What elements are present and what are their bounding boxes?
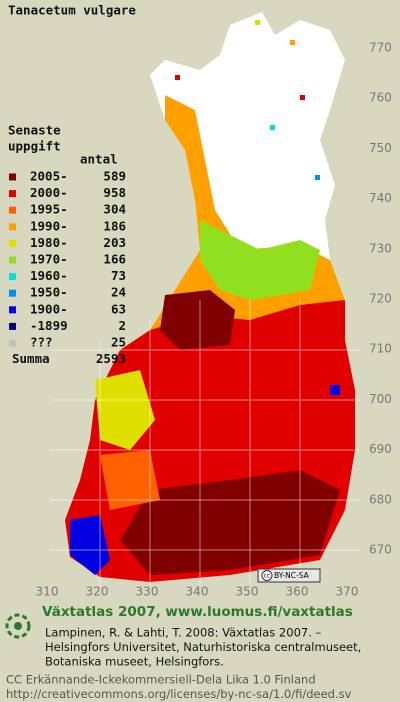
legend-label: 2000- [30, 185, 68, 200]
map-grid [50, 300, 360, 585]
legend-count: 203 [103, 235, 126, 250]
footer-citation: Lampinen, R. & Lahti, T. 2008: Växtatlas… [45, 626, 322, 640]
x-axis-label: 360 [286, 585, 309, 599]
x-axis-label: 370 [336, 585, 359, 599]
map-cell [270, 125, 275, 130]
legend-swatch [9, 273, 16, 281]
map-cell [300, 95, 305, 100]
legend-swatch [9, 256, 16, 264]
y-axis-label: 760 [369, 91, 392, 105]
footer-license: http://creativecommons.org/licenses/by-n… [6, 687, 352, 701]
legend-heading: uppgift [8, 139, 61, 154]
map-cell [255, 20, 260, 25]
legend-count: 73 [111, 268, 126, 283]
legend-swatch [9, 206, 16, 214]
legend-label: 1960- [30, 268, 68, 283]
legend-count: 589 [103, 169, 126, 184]
map-region-yellow [95, 370, 155, 450]
footer-logo [5, 613, 31, 639]
y-axis-label: 720 [369, 292, 392, 306]
map-region-orange [100, 450, 160, 510]
y-axis-label: 750 [369, 141, 392, 155]
legend-label: -1899 [30, 318, 68, 333]
legend-swatch [9, 339, 16, 347]
legend-count: 958 [103, 185, 126, 200]
badge-cc: cc [264, 573, 271, 580]
badge-box [257, 568, 321, 583]
footer-heading: Växtatlas 2007, www.luomus.fi/vaxtatlas [42, 604, 353, 620]
badge-circle [261, 570, 273, 581]
y-axis-label: 710 [369, 342, 392, 356]
map-region-darkred [160, 290, 235, 350]
map-cell [175, 75, 180, 80]
x-axis-label: 320 [86, 585, 109, 599]
x-axis-label: 350 [236, 585, 259, 599]
map-cell [330, 385, 340, 395]
y-axis-label: 670 [369, 543, 392, 557]
legend-label: 1990- [30, 218, 68, 233]
footer-citation: Botaniska museet, Helsingfors. [45, 655, 224, 669]
legend-label: 1950- [30, 285, 68, 300]
legend-count: 186 [103, 218, 126, 233]
legend-swatch [9, 322, 16, 330]
map-cell [290, 40, 295, 45]
legend-count-header: antal [80, 152, 118, 167]
legend-total: 2593 [96, 351, 126, 366]
legend-label: 1980- [30, 235, 68, 250]
legend-count: 63 [111, 301, 126, 316]
legend-total-label: Summa [12, 351, 50, 366]
y-axis-label: 700 [369, 392, 392, 406]
footer-license: CC Erkännande-Ickekommersiell-Dela Lika … [6, 673, 316, 687]
map-region-darkred [120, 470, 340, 575]
y-axis-label: 770 [369, 41, 392, 55]
legend-count: 166 [103, 252, 126, 267]
footer-citation: Helsingfors Universitet, Naturhistoriska… [45, 640, 361, 654]
map-cell [315, 175, 320, 180]
map-region-green [200, 220, 320, 300]
legend-count: 25 [111, 335, 126, 350]
legend-swatch [9, 223, 16, 231]
legend-heading: Senaste [8, 123, 61, 138]
legend-count: 2 [118, 318, 126, 333]
legend-label: ??? [30, 335, 53, 350]
x-axis-label: 330 [136, 585, 159, 599]
y-axis-label: 740 [369, 191, 392, 205]
y-axis-label: 730 [369, 241, 392, 255]
legend-swatch [9, 190, 16, 198]
y-axis-label: 680 [369, 492, 392, 506]
legend-label: 1900- [30, 301, 68, 316]
legend-label: 2005- [30, 169, 68, 184]
legend-swatch [9, 306, 16, 314]
legend-count: 24 [111, 285, 126, 300]
y-axis-label: 690 [369, 442, 392, 456]
badge-text: BY-NC-SA [274, 571, 310, 580]
license-badge: cc BY-NC-SA [257, 568, 321, 583]
x-axis-label: 340 [186, 585, 209, 599]
legend-label: 1995- [30, 202, 68, 217]
legend-swatch [9, 173, 16, 181]
map [50, 12, 360, 585]
legend-swatch [9, 239, 16, 247]
legend-label: 1970- [30, 252, 68, 267]
legend-swatch [9, 289, 16, 297]
x-axis-label: 310 [36, 585, 59, 599]
title: Tanacetum vulgare [8, 3, 136, 18]
legend-count: 304 [103, 202, 126, 217]
